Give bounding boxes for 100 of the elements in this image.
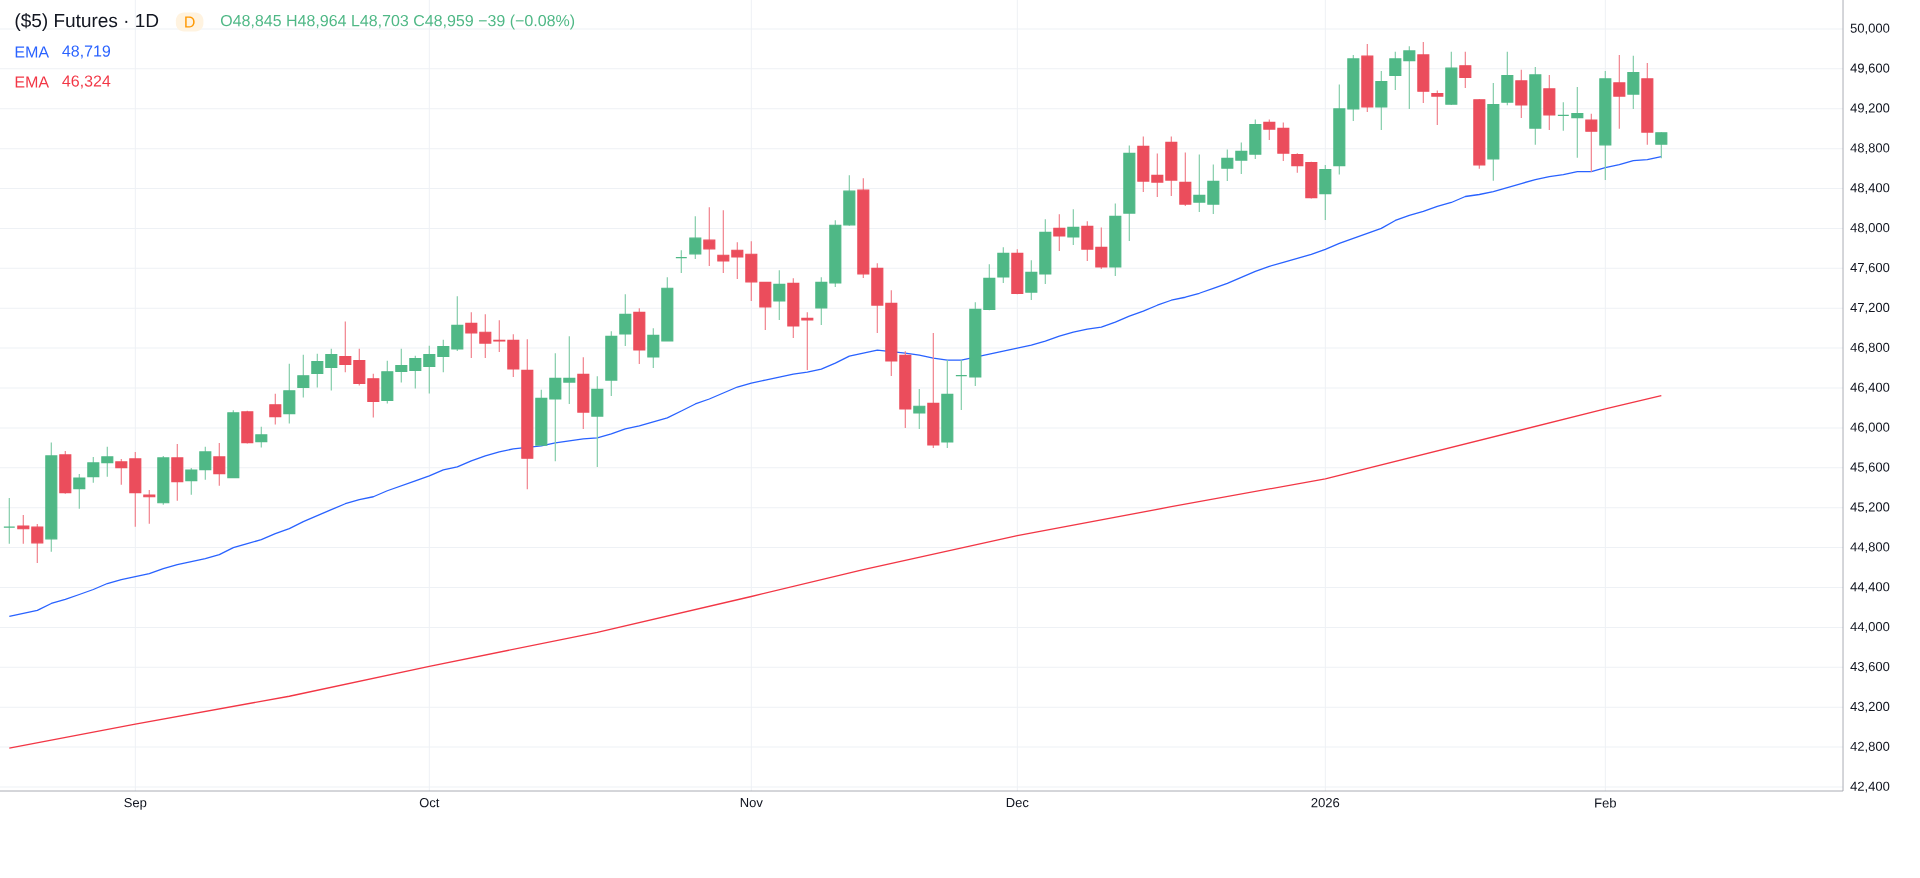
candlestick xyxy=(1221,148,1234,182)
y-tick-label: 46,800 xyxy=(1850,342,1890,354)
candlestick xyxy=(73,473,86,510)
candlestick xyxy=(171,443,184,502)
candlestick xyxy=(1585,113,1598,173)
candlestick xyxy=(647,327,660,369)
candlestick xyxy=(3,497,16,545)
candlestick xyxy=(87,456,100,484)
x-tick-label: Nov xyxy=(740,798,763,808)
y-tick-label: 47,600 xyxy=(1850,262,1890,274)
candlestick xyxy=(255,426,268,449)
candlestick xyxy=(955,359,968,411)
y-tick-label: 43,200 xyxy=(1850,701,1890,713)
candlestick xyxy=(185,467,198,496)
y-tick-label: 45,600 xyxy=(1850,462,1890,474)
candlestick xyxy=(1151,152,1164,198)
candlestick xyxy=(311,353,324,389)
annotation: 48,719 xyxy=(62,45,111,59)
candlestick xyxy=(31,523,44,564)
candlestick xyxy=(297,354,310,399)
candlestick xyxy=(465,311,478,359)
y-tick-label: 49,200 xyxy=(1850,103,1890,115)
candlestick xyxy=(1459,51,1472,89)
y-tick-label: 44,400 xyxy=(1850,582,1890,593)
candlestick xyxy=(1235,141,1248,175)
text: D xyxy=(185,16,195,28)
candlestick xyxy=(1557,101,1570,132)
y-tick-label: 42,800 xyxy=(1850,741,1890,753)
candlestick xyxy=(325,348,338,392)
y-tick-label: 48,000 xyxy=(1850,223,1890,234)
candlestick xyxy=(1207,163,1220,215)
candlestick xyxy=(1389,51,1402,91)
candlestick xyxy=(675,249,688,274)
candlestick xyxy=(913,388,926,430)
candlestick xyxy=(1263,118,1276,141)
candlestick xyxy=(367,373,380,419)
candlestick xyxy=(451,295,464,352)
candlestick xyxy=(689,215,702,260)
y-tick-label: 44,000 xyxy=(1850,622,1890,633)
candlestick xyxy=(101,446,114,478)
candlestick xyxy=(269,393,282,426)
candlestick xyxy=(423,345,436,395)
candlestick xyxy=(213,442,226,487)
candlestick xyxy=(717,209,730,274)
candlestick xyxy=(1571,86,1584,159)
text: EMA xyxy=(15,76,50,88)
y-tick-label: 45,200 xyxy=(1850,502,1890,514)
candlestick xyxy=(1319,164,1332,221)
y-tick-label: 50,000 xyxy=(1850,23,1890,35)
candlestick xyxy=(1179,151,1192,207)
candlestick xyxy=(493,319,506,353)
y-tick-label: 46,400 xyxy=(1850,382,1890,394)
candlestick xyxy=(801,311,814,371)
candlestick xyxy=(115,458,128,486)
candlestick xyxy=(703,206,716,267)
candlestick xyxy=(1067,208,1080,246)
candlestick xyxy=(1613,54,1626,130)
y-tick-label: 48,800 xyxy=(1850,143,1890,154)
candlestick xyxy=(1095,226,1108,270)
x-tick-label: Sep xyxy=(124,798,147,810)
candlestick xyxy=(1081,220,1094,262)
candlestick xyxy=(339,320,352,373)
candlestick xyxy=(479,313,492,359)
candlestick xyxy=(437,339,450,373)
x-tick-label: 2026 xyxy=(1311,798,1340,808)
annotation: 46,324 xyxy=(62,75,111,89)
text: ($5) Futures · 1D xyxy=(15,12,159,31)
candlestick xyxy=(619,293,632,347)
y-tick-label: 43,600 xyxy=(1850,661,1890,673)
candlestick xyxy=(1431,89,1444,126)
candlestick xyxy=(731,241,744,280)
text: EMA xyxy=(15,46,50,58)
candlestick xyxy=(1291,152,1304,174)
y-tick-label: 49,600 xyxy=(1850,63,1890,75)
candlestick xyxy=(773,269,786,321)
candlestick xyxy=(1053,213,1066,252)
annotation: O48,845 H48,964 L48,703 C48,959 −39 (−0.08%) xyxy=(220,14,575,30)
candlestick xyxy=(143,489,156,525)
candlestick xyxy=(563,335,576,405)
x-tick-label: Dec xyxy=(1006,798,1029,808)
candlestick xyxy=(409,355,422,390)
y-tick-label: 47,200 xyxy=(1850,302,1890,314)
candlestick xyxy=(283,363,296,425)
x-tick-label: Feb xyxy=(1595,798,1616,808)
y-tick-label: 48,400 xyxy=(1850,183,1890,194)
candlestick xyxy=(17,514,30,545)
candlestick xyxy=(1627,55,1640,110)
y-tick-label: 44,800 xyxy=(1850,542,1890,553)
x-tick-label: Oct xyxy=(419,798,440,808)
candlestick xyxy=(199,446,212,481)
y-tick-label: 46,000 xyxy=(1850,422,1890,434)
candlestick xyxy=(997,246,1010,284)
candlestick xyxy=(395,348,408,384)
candlestick xyxy=(1025,259,1038,301)
candlestick xyxy=(1655,131,1668,159)
y-tick-label: 42,400 xyxy=(1850,781,1890,793)
candlestick xyxy=(549,352,562,462)
candlestick xyxy=(1193,153,1206,213)
candlestick xyxy=(1403,45,1416,110)
candlestick xyxy=(353,348,366,387)
